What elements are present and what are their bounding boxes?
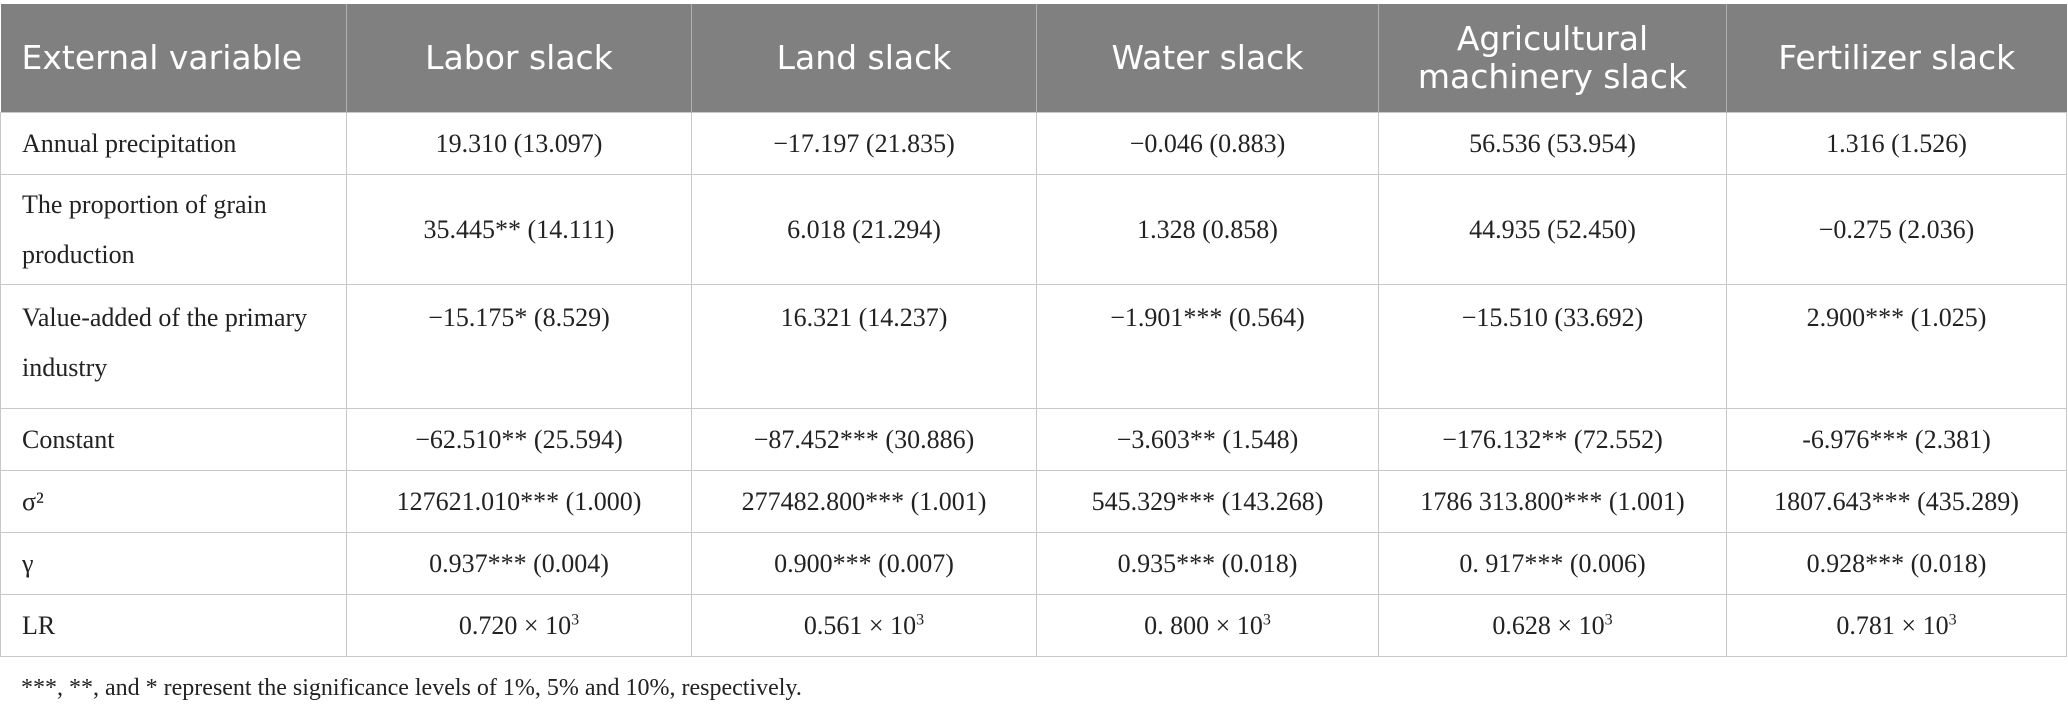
table-footnote: ***, **, and * represent the significanc… — [21, 675, 802, 701]
table-cell: −3.603** (1.548) — [1036, 408, 1379, 471]
row-label: Value-added of the primary industry — [0, 284, 347, 409]
header-external-variable: External variable — [0, 4, 347, 113]
table-row: γ 0.937*** (0.004) 0.900*** (0.007) 0.93… — [0, 532, 2067, 595]
table-cell: −0.046 (0.883) — [1036, 112, 1379, 175]
table-cell: 35.445** (14.111) — [346, 174, 692, 285]
table-cell: 545.329*** (143.268) — [1036, 470, 1379, 533]
table-row: Annual precipitation 19.310 (13.097) −17… — [0, 112, 2067, 175]
table-cell: 0.935*** (0.018) — [1036, 532, 1379, 595]
table-cell: 1.316 (1.526) — [1726, 112, 2067, 175]
table-cell: -6.976*** (2.381) — [1726, 408, 2067, 471]
table-cell: −176.132** (72.552) — [1378, 408, 1727, 471]
row-label: γ — [0, 532, 347, 595]
lr-exponent: 3 — [1948, 610, 1957, 628]
lr-value: 0.781 × 10 — [1836, 610, 1949, 640]
table-cell: 1.328 (0.858) — [1036, 174, 1379, 285]
header-row: External variable Labor slack Land slack… — [0, 4, 2067, 113]
lr-exponent: 3 — [571, 610, 580, 628]
table-cell: −15.510 (33.692) — [1378, 284, 1727, 409]
table-cell: 0.900*** (0.007) — [691, 532, 1037, 595]
lr-value: 0. 800 × 10 — [1144, 610, 1263, 640]
table-row: The proportion of grain production 35.44… — [0, 174, 2067, 285]
row-label: Constant — [0, 408, 347, 471]
header-land-slack: Land slack — [691, 4, 1037, 113]
table-row: LR 0.720 × 103 0.561 × 103 0. 800 × 103 … — [0, 594, 2067, 657]
table-cell: 0. 917*** (0.006) — [1378, 532, 1727, 595]
table-cell: 0.628 × 103 — [1378, 594, 1727, 657]
table-cell: 1807.643*** (435.289) — [1726, 470, 2067, 533]
header-agricultural-machinery-slack: Agricultural machinery slack — [1378, 4, 1727, 113]
results-table: External variable Labor slack Land slack… — [0, 4, 2067, 657]
table-cell: 1786 313.800*** (1.001) — [1378, 470, 1727, 533]
table-cell: −15.175* (8.529) — [346, 284, 692, 409]
table-cell: 277482.800*** (1.001) — [691, 470, 1037, 533]
table-cell: 0.561 × 103 — [691, 594, 1037, 657]
lr-value: 0.561 × 10 — [803, 610, 917, 640]
row-label: Annual precipitation — [0, 112, 347, 175]
table-cell: 127621.010*** (1.000) — [346, 470, 692, 533]
table-cell: −0.275 (2.036) — [1726, 174, 2067, 285]
table-cell: 0.937*** (0.004) — [346, 532, 692, 595]
table-cell: 0.781 × 103 — [1726, 594, 2067, 657]
table-cell: 0.720 × 103 — [346, 594, 692, 657]
lr-exponent: 3 — [916, 610, 925, 628]
row-label: LR — [0, 594, 347, 657]
table-cell: 44.935 (52.450) — [1378, 174, 1727, 285]
lr-exponent: 3 — [1262, 610, 1271, 628]
row-label: σ² — [0, 470, 347, 533]
table-cell: 56.536 (53.954) — [1378, 112, 1727, 175]
lr-exponent: 3 — [1604, 610, 1613, 628]
table-cell: 0.928*** (0.018) — [1726, 532, 2067, 595]
table-cell: 16.321 (14.237) — [691, 284, 1037, 409]
lr-value: 0.720 × 10 — [458, 610, 572, 640]
table-cell: −62.510** (25.594) — [346, 408, 692, 471]
table-cell: 6.018 (21.294) — [691, 174, 1037, 285]
table-cell: −1.901*** (0.564) — [1036, 284, 1379, 409]
header-fertilizer-slack: Fertilizer slack — [1726, 4, 2067, 113]
table-row: σ² 127621.010*** (1.000) 277482.800*** (… — [0, 470, 2067, 533]
table-cell: 19.310 (13.097) — [346, 112, 692, 175]
results-table-container: External variable Labor slack Land slack… — [0, 4, 2068, 657]
header-labor-slack: Labor slack — [346, 4, 692, 113]
header-water-slack: Water slack — [1036, 4, 1379, 113]
table-cell: −17.197 (21.835) — [691, 112, 1037, 175]
lr-value: 0.628 × 10 — [1492, 610, 1605, 640]
table-cell: −87.452*** (30.886) — [691, 408, 1037, 471]
table-row: Constant −62.510** (25.594) −87.452*** (… — [0, 408, 2067, 471]
table-cell: 0. 800 × 103 — [1036, 594, 1379, 657]
table-cell: 2.900*** (1.025) — [1726, 284, 2067, 409]
table-row: Value-added of the primary industry −15.… — [0, 284, 2067, 409]
row-label: The proportion of grain production — [0, 174, 347, 285]
